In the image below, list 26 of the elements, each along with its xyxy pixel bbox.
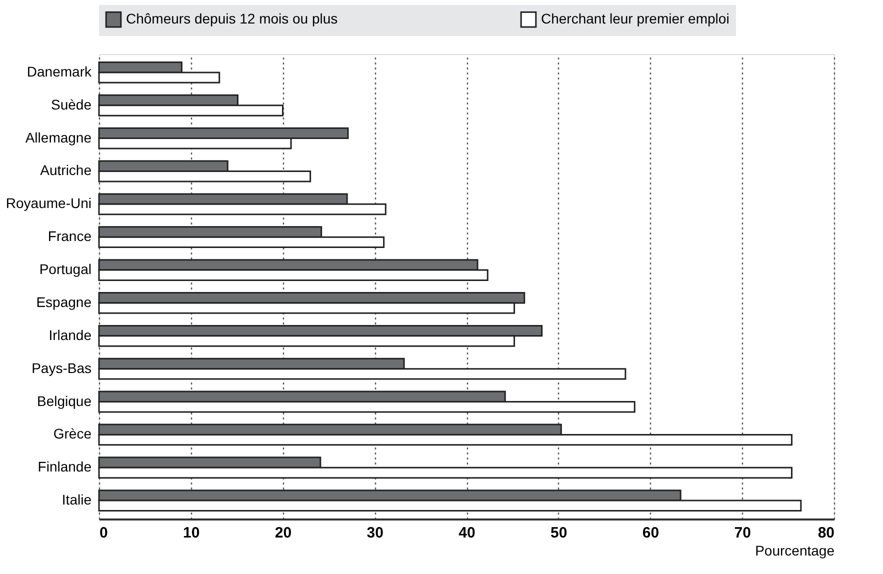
x-tick-label: 50 xyxy=(550,524,568,542)
y-tick-label: Grèce xyxy=(53,426,92,442)
x-tick-label: 20 xyxy=(274,524,292,542)
y-tick-label: Pays-Bas xyxy=(32,360,92,376)
x-tick-label: 40 xyxy=(458,524,476,542)
y-tick-label: Allemagne xyxy=(25,129,92,146)
y-tick-label: Finlande xyxy=(38,458,92,475)
legend-label: Chômeurs depuis 12 mois ou plus xyxy=(126,10,338,27)
x-tick-label: 70 xyxy=(734,524,751,542)
x-axis-title: Pourcentage xyxy=(755,542,835,558)
x-tick-label: 30 xyxy=(366,524,384,542)
y-tick-label: Suède xyxy=(51,96,92,112)
y-tick-label: France xyxy=(48,228,92,244)
x-tick-label: 80 xyxy=(818,524,834,542)
y-tick-label: Belgique xyxy=(37,392,92,409)
y-tick-label: Portugal xyxy=(39,261,92,278)
x-tick-label: 0 xyxy=(100,524,108,542)
y-tick-label: Irlande xyxy=(48,326,92,343)
y-tick-label: Autriche xyxy=(40,162,92,178)
y-tick-label: Royaume-Uni xyxy=(6,195,92,212)
y-tick-label: Espagne xyxy=(36,294,92,310)
x-tick-label: 10 xyxy=(183,524,200,542)
y-tick-label: Italie xyxy=(62,492,92,508)
y-tick-label: Danemark xyxy=(26,63,92,80)
x-tick-label: 60 xyxy=(642,524,660,542)
legend-label: Cherchant leur premier emploi xyxy=(541,10,730,27)
